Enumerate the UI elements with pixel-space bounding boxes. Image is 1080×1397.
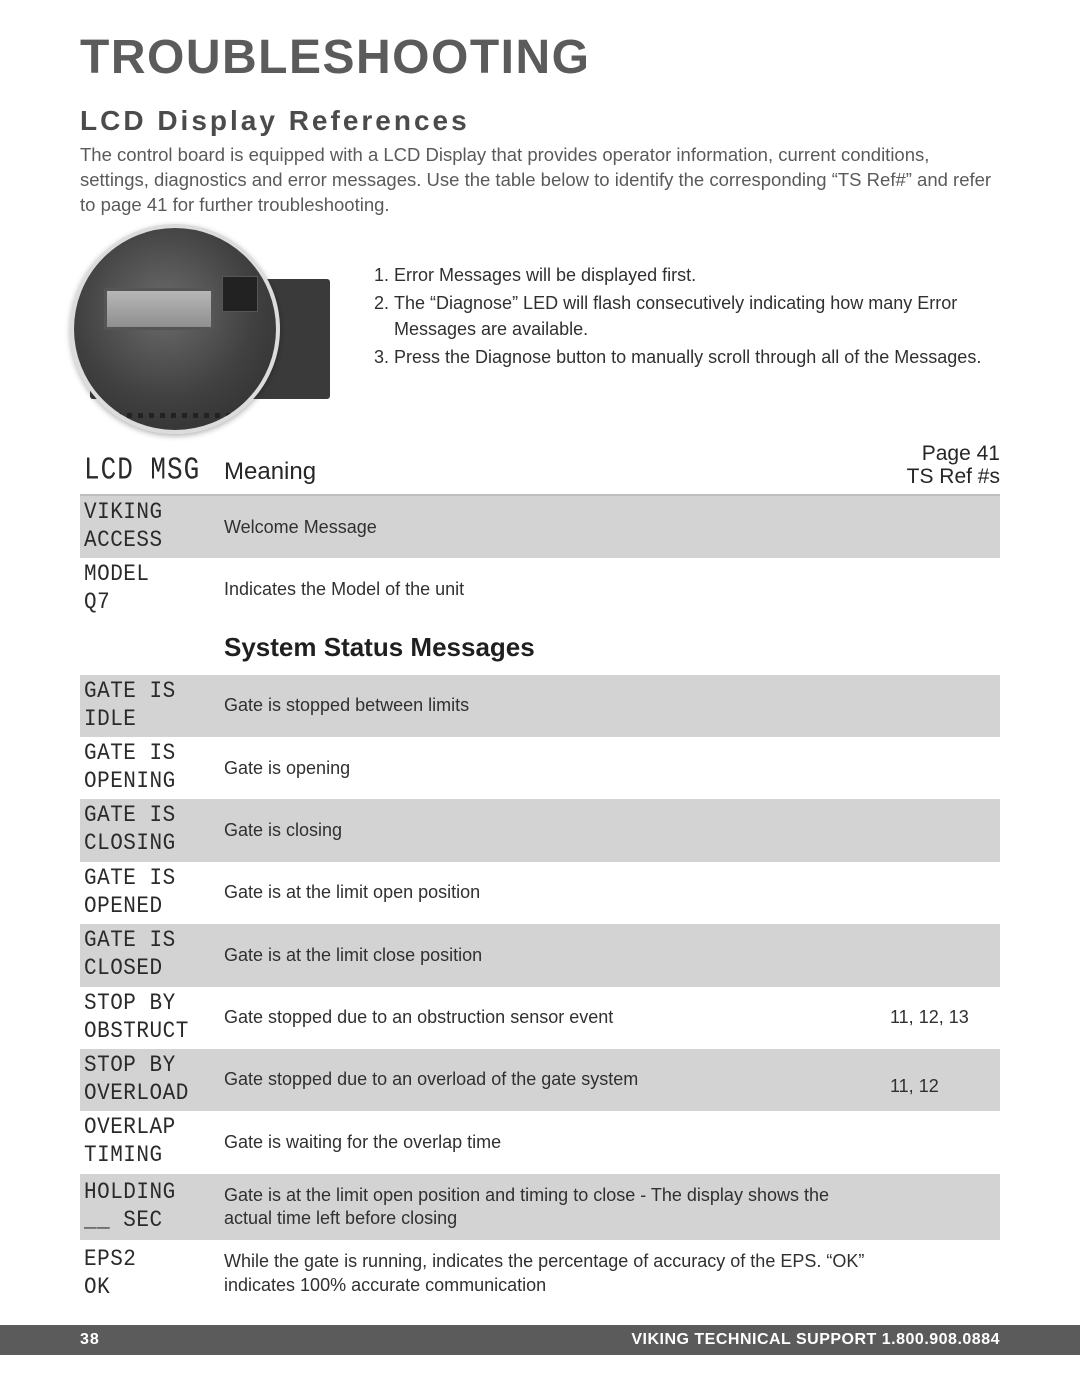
table-body: VIKING ACCESSWelcome MessageMODEL Q7Indi…	[80, 496, 1000, 1307]
table-row: STOP BY OVERLOADGate stopped due to an o…	[80, 1049, 1000, 1111]
meaning-cell: Gate is at the limit close position	[220, 940, 890, 971]
page-title: TROUBLESHOOTING	[80, 30, 1000, 85]
table-row: HOLDING __ SECGate is at the limit open …	[80, 1174, 1000, 1241]
meaning-cell: System Status Messages	[220, 627, 890, 669]
table-row: EPS2 OKWhile the gate is running, indica…	[80, 1240, 1000, 1307]
support-phone: VIKING TECHNICAL SUPPORT 1.800.908.0884	[631, 1331, 1000, 1349]
table-row: GATE IS CLOSEDGate is at the limit close…	[80, 924, 1000, 986]
meaning-cell: Gate is waiting for the overlap time	[220, 1127, 890, 1158]
table-row: OVERLAP TIMINGGate is waiting for the ov…	[80, 1111, 1000, 1173]
col-header-meaning: Meaning	[220, 458, 890, 488]
table-row: STOP BY OBSTRUCTGate stopped due to an o…	[80, 987, 1000, 1049]
table-row: GATE IS IDLEGate is stopped between limi…	[80, 675, 1000, 737]
lcd-msg-cell: STOP BY OBSTRUCT	[80, 989, 220, 1045]
control-board-illustration	[80, 234, 340, 424]
intro-text: The control board is equipped with a LCD…	[80, 143, 1000, 218]
page-number: 38	[80, 1331, 100, 1349]
meaning-cell: Gate is at the limit open position	[220, 877, 890, 908]
lcd-msg-cell: VIKING ACCESS	[80, 499, 220, 555]
table-row: GATE IS OPENINGGate is opening	[80, 737, 1000, 799]
ref-cell: 11, 12	[890, 1076, 1000, 1105]
meaning-cell: Gate is at the limit open position and t…	[220, 1180, 890, 1235]
image-and-instructions: Error Messages will be displayed first. …	[80, 234, 1000, 424]
instruction-item: Press the Diagnose button to manually sc…	[394, 344, 1000, 370]
table-row: System Status Messages	[80, 621, 1000, 675]
table-header-row: LCD MSG Meaning Page 41 TS Ref #s	[80, 438, 1000, 496]
table-row: GATE IS CLOSINGGate is closing	[80, 799, 1000, 861]
ref-cell: 11, 12, 13	[890, 1007, 1000, 1028]
section-heading: System Status Messages	[224, 632, 535, 662]
table-row: GATE IS OPENEDGate is at the limit open …	[80, 862, 1000, 924]
meaning-cell: Gate is closing	[220, 815, 890, 846]
lcd-msg-cell: GATE IS OPENING	[80, 740, 220, 796]
col-header-lcd-msg: LCD MSG	[80, 452, 220, 488]
instruction-item: The “Diagnose” LED will flash consecutiv…	[394, 290, 1000, 342]
section-subtitle: LCD Display References	[80, 105, 1000, 137]
lcd-msg-cell: GATE IS IDLE	[80, 678, 220, 734]
meaning-cell: Indicates the Model of the unit	[220, 574, 890, 605]
lcd-msg-cell: EPS2 OK	[80, 1246, 220, 1302]
lcd-msg-cell: GATE IS CLOSING	[80, 802, 220, 858]
lcd-msg-cell: GATE IS CLOSED	[80, 927, 220, 983]
table-row: MODEL Q7Indicates the Model of the unit	[80, 558, 1000, 620]
meaning-cell: Gate is opening	[220, 753, 890, 784]
instruction-item: Error Messages will be displayed first.	[394, 262, 1000, 288]
meaning-cell: Gate stopped due to an overload of the g…	[220, 1064, 890, 1095]
lcd-screen-icon	[104, 288, 214, 330]
lcd-msg-cell: HOLDING __ SEC	[80, 1179, 220, 1235]
col-header-ref: Page 41 TS Ref #s	[890, 442, 1000, 488]
table-row: VIKING ACCESSWelcome Message	[80, 496, 1000, 558]
lcd-msg-cell: STOP BY OVERLOAD	[80, 1052, 220, 1108]
meaning-cell: Gate stopped due to an obstruction senso…	[220, 1002, 890, 1033]
lcd-msg-cell: OVERLAP TIMING	[80, 1114, 220, 1170]
page-footer: 38 VIKING TECHNICAL SUPPORT 1.800.908.08…	[0, 1325, 1080, 1355]
lcd-msg-cell: GATE IS OPENED	[80, 865, 220, 921]
meaning-cell: Gate is stopped between limits	[220, 690, 890, 721]
lcd-msg-cell: MODEL Q7	[80, 561, 220, 617]
meaning-cell: While the gate is running, indicates the…	[220, 1246, 890, 1301]
instruction-list: Error Messages will be displayed first. …	[368, 234, 1000, 372]
meaning-cell: Welcome Message	[220, 512, 890, 543]
